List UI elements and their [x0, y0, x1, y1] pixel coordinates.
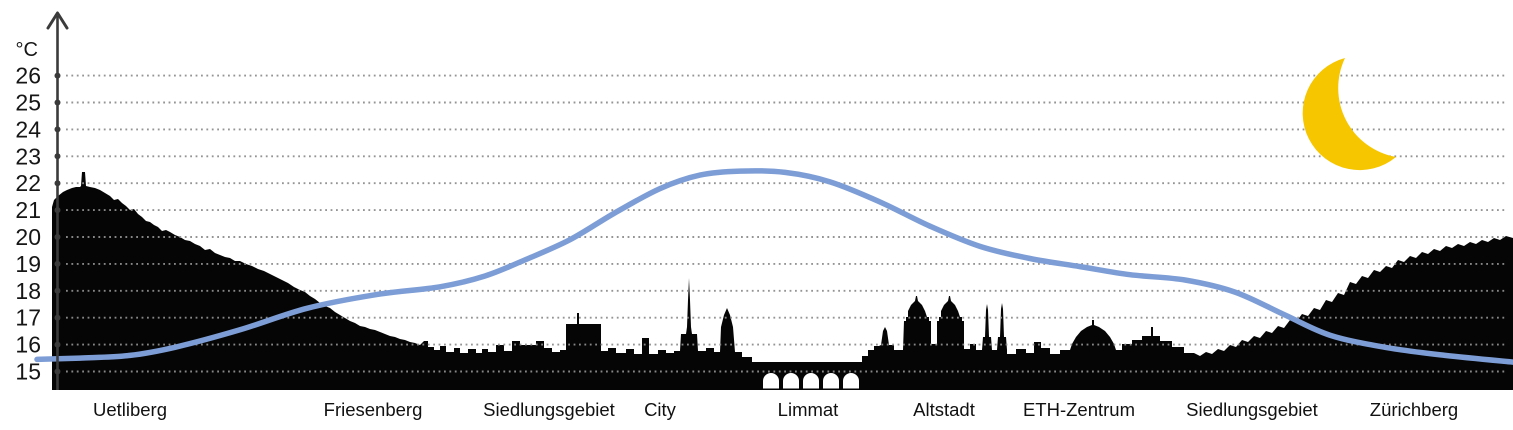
y-tick-label: 17: [15, 305, 41, 331]
moon-icon: [1302, 58, 1396, 171]
limmat-bridge-arches: [763, 373, 859, 389]
x-axis-station-label: Altstadt: [913, 399, 975, 420]
x-axis-station-label: ETH-Zentrum: [1023, 399, 1135, 420]
y-tick-label: 20: [15, 224, 41, 250]
bridge-arch: [763, 373, 779, 389]
y-tick-label: 23: [15, 143, 41, 169]
y-tick-label: 25: [15, 90, 41, 116]
y-axis-arrow-icon: [46, 11, 69, 30]
y-tick-label: 24: [15, 116, 41, 142]
x-axis-station-label: Siedlungsgebiet: [1186, 399, 1318, 420]
y-tick-label: 21: [15, 197, 41, 223]
x-axis-station-label: City: [644, 399, 677, 420]
x-axis-station-label: Siedlungsgebiet: [483, 399, 615, 420]
y-tick-label: 26: [15, 63, 41, 89]
temperature-curve: [34, 168, 1513, 365]
x-axis-station-labels: Uetliberg Friesenberg Siedlungsgebiet City L…: [93, 399, 1458, 420]
bridge-arch: [803, 373, 819, 389]
y-tick-label: 22: [15, 170, 41, 196]
y-tick-label: 19: [15, 251, 41, 277]
y-tick-label: 16: [15, 332, 41, 358]
y-tick-label: 15: [15, 359, 41, 385]
y-axis-unit-label: °C: [16, 39, 38, 61]
skyline-path: [52, 172, 1513, 390]
zurich-skyline-silhouette: [52, 172, 1513, 390]
x-axis-station-label: Limmat: [778, 399, 839, 420]
bridge-arch: [843, 373, 859, 389]
x-axis-station-label: Friesenberg: [324, 399, 423, 420]
bridge-arch: [783, 373, 799, 389]
y-axis: °C: [16, 11, 69, 390]
y-tick-label: 18: [15, 278, 41, 304]
bridge-arch: [823, 373, 839, 389]
x-axis-station-label: Zürichberg: [1370, 399, 1458, 420]
temperature-curve-path: [34, 168, 1513, 365]
x-axis-station-label: Uetliberg: [93, 399, 167, 420]
